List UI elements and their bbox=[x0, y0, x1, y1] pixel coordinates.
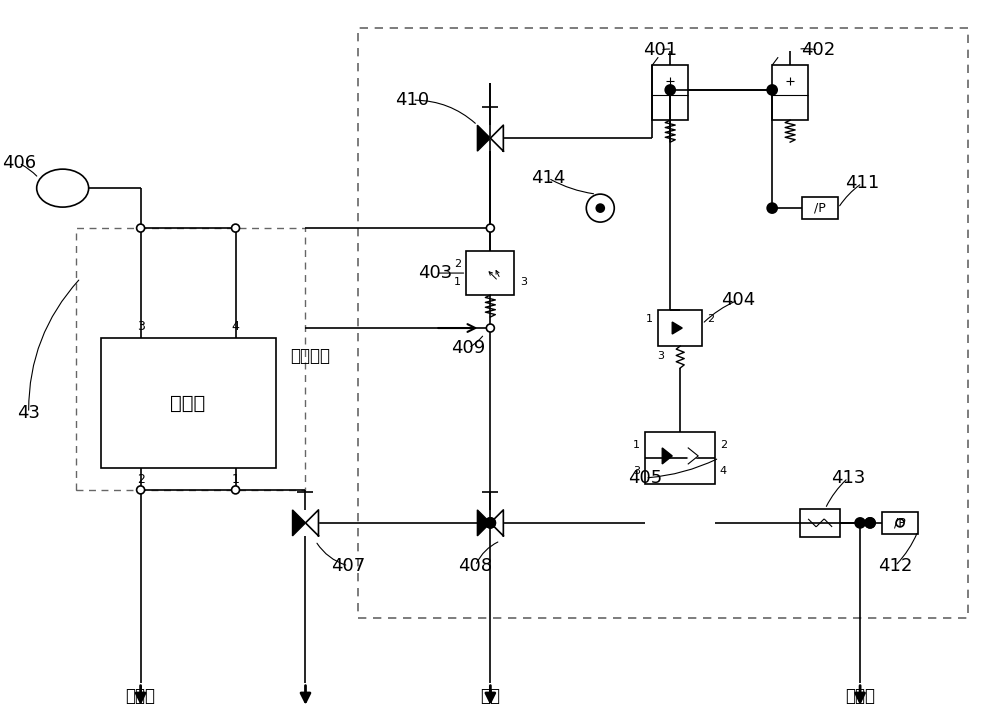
Bar bbox=[772, 65, 808, 120]
Bar bbox=[358, 28, 968, 617]
Text: 1: 1 bbox=[454, 277, 461, 287]
Text: 405: 405 bbox=[628, 469, 662, 487]
Text: 406: 406 bbox=[2, 154, 36, 172]
Bar bbox=[101, 338, 276, 468]
Circle shape bbox=[486, 324, 494, 332]
Text: 总风: 总风 bbox=[480, 686, 500, 705]
Circle shape bbox=[137, 224, 145, 232]
Text: 2: 2 bbox=[720, 440, 727, 450]
Circle shape bbox=[485, 518, 495, 528]
Text: 413: 413 bbox=[831, 469, 865, 487]
Text: 空气弹簧: 空气弹簧 bbox=[290, 347, 330, 365]
Polygon shape bbox=[688, 448, 698, 464]
Text: 410: 410 bbox=[395, 91, 429, 109]
Text: 409: 409 bbox=[451, 339, 485, 357]
Text: 408: 408 bbox=[458, 557, 492, 575]
Text: 412: 412 bbox=[878, 557, 912, 575]
Circle shape bbox=[137, 486, 145, 494]
Text: 4: 4 bbox=[232, 320, 239, 332]
Bar bbox=[466, 251, 514, 295]
Bar bbox=[645, 432, 715, 484]
Bar bbox=[802, 197, 838, 219]
Text: 1: 1 bbox=[232, 473, 239, 486]
Text: 407: 407 bbox=[331, 557, 366, 575]
Text: 43: 43 bbox=[17, 404, 40, 422]
Polygon shape bbox=[477, 510, 490, 536]
Text: 1: 1 bbox=[633, 440, 640, 450]
Text: 4: 4 bbox=[720, 466, 727, 476]
Circle shape bbox=[586, 194, 614, 222]
Text: 402: 402 bbox=[801, 41, 835, 59]
Text: 404: 404 bbox=[721, 291, 755, 309]
Circle shape bbox=[596, 204, 604, 212]
Circle shape bbox=[767, 203, 777, 213]
Polygon shape bbox=[490, 510, 503, 536]
Polygon shape bbox=[490, 125, 503, 151]
Circle shape bbox=[856, 519, 864, 527]
Bar bbox=[652, 65, 688, 120]
Text: 401: 401 bbox=[643, 41, 677, 59]
Bar bbox=[800, 509, 840, 537]
Circle shape bbox=[865, 518, 875, 528]
Polygon shape bbox=[305, 510, 318, 536]
Text: 411: 411 bbox=[845, 174, 879, 192]
Text: 制动缸: 制动缸 bbox=[845, 686, 875, 705]
Circle shape bbox=[486, 224, 494, 232]
Polygon shape bbox=[292, 510, 305, 536]
Circle shape bbox=[665, 85, 675, 95]
Polygon shape bbox=[662, 448, 672, 464]
Text: 列车管: 列车管 bbox=[126, 686, 156, 705]
Bar bbox=[76, 228, 305, 490]
Text: /P: /P bbox=[894, 516, 906, 529]
Text: 3: 3 bbox=[520, 277, 527, 287]
Text: 403: 403 bbox=[418, 264, 453, 282]
Ellipse shape bbox=[37, 169, 89, 207]
Circle shape bbox=[767, 85, 777, 95]
Text: 2: 2 bbox=[137, 473, 145, 486]
Text: 3: 3 bbox=[137, 320, 145, 332]
Circle shape bbox=[232, 224, 240, 232]
Polygon shape bbox=[477, 125, 490, 151]
Text: 414: 414 bbox=[531, 169, 566, 187]
Circle shape bbox=[896, 519, 904, 527]
Circle shape bbox=[485, 518, 495, 528]
Text: 2: 2 bbox=[454, 259, 461, 269]
Circle shape bbox=[855, 518, 865, 528]
Text: 分配阀: 分配阀 bbox=[170, 393, 205, 412]
Circle shape bbox=[865, 518, 875, 528]
Circle shape bbox=[232, 486, 240, 494]
Polygon shape bbox=[672, 322, 682, 334]
Text: 2: 2 bbox=[707, 314, 714, 324]
Text: 1: 1 bbox=[646, 314, 653, 324]
Text: 3: 3 bbox=[657, 351, 664, 361]
Bar bbox=[658, 310, 702, 346]
Bar bbox=[882, 512, 918, 534]
Text: 3: 3 bbox=[633, 466, 640, 476]
Text: /P: /P bbox=[814, 202, 826, 215]
